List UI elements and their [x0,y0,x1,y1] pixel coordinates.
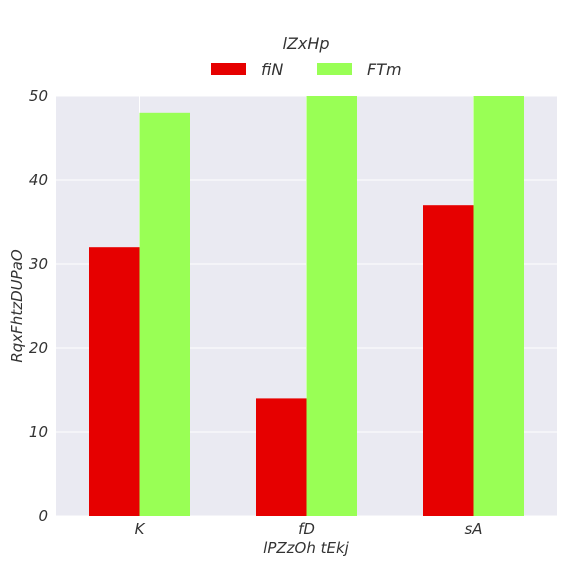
legend-title: lZxHp [282,34,329,53]
y-tick-label: 0 [38,507,48,525]
y-axis-ticks: 0 10 20 30 40 50 [29,87,48,525]
bar [423,205,474,516]
y-tick-label: 50 [29,87,48,105]
legend-swatch [317,63,352,75]
bar [256,398,307,516]
x-axis-label: lPZzOh tEkj [263,539,349,557]
y-tick-label: 30 [29,255,48,273]
y-tick-label: 40 [29,171,48,189]
bar [306,96,357,516]
bars [89,96,524,517]
legend: lZxHp fiN FTm [211,34,402,79]
legend-swatch [211,63,246,75]
legend-label: FTm [367,60,402,79]
x-tick-label: fD [298,520,315,538]
y-tick-label: 10 [29,423,48,441]
bar [473,96,524,516]
bar [89,247,140,516]
y-axis-label: RqxFhtzDUPaO [8,249,26,362]
legend-label: fiN [261,60,283,79]
x-tick-label: sA [464,520,482,538]
y-tick-label: 20 [29,339,48,357]
x-tick-label: K [135,520,146,538]
bar [139,112,190,517]
